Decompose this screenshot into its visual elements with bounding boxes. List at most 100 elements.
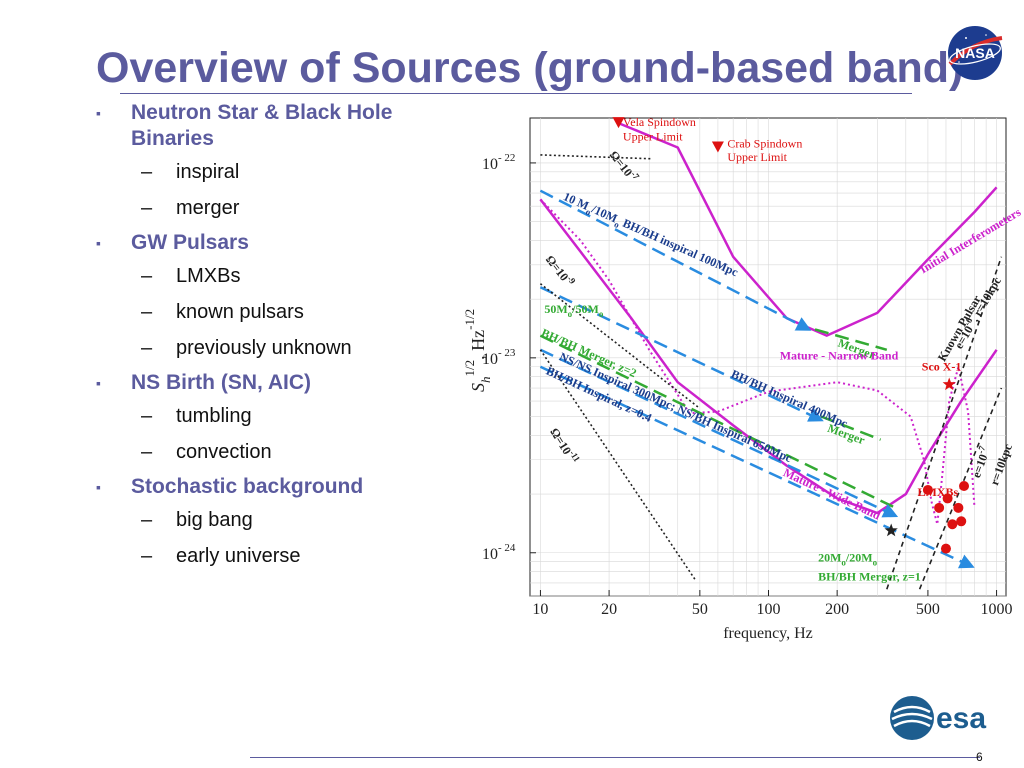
star-marker — [942, 377, 956, 391]
title-divider — [120, 93, 912, 94]
series-line — [540, 154, 653, 160]
chart-annotation: Mature - Narrow Band — [780, 349, 899, 363]
series-line — [539, 349, 697, 582]
chart-annotation: Crab Spindown — [727, 136, 802, 150]
series-line — [820, 415, 882, 441]
series-line — [539, 365, 975, 569]
esa-logo-icon: esa — [890, 696, 986, 740]
sub-item: – early universe — [131, 544, 466, 568]
sub-label: early universe — [176, 545, 301, 567]
bullet-label: Stochastic background — [131, 475, 364, 498]
series-line — [539, 198, 976, 526]
series-line — [618, 121, 998, 337]
lmxb-point — [922, 484, 933, 495]
bullet-label: Neutron Star & Black Hole Binaries — [131, 101, 393, 150]
chart-annotation: Sco X-1 — [922, 360, 962, 374]
sub-marker: – — [141, 265, 153, 287]
bullet-marker: ▪ — [96, 105, 101, 121]
sub-item: – convection — [131, 440, 466, 464]
chart-annotation: LMXBs — [917, 485, 958, 499]
sub-item: – known pulsars — [131, 300, 466, 324]
series-line — [886, 256, 1003, 590]
chart-annotation: Upper Limit — [623, 130, 683, 144]
chart-annotation: Vela Spindown — [623, 115, 696, 129]
bullet-list: ▪ Neutron Star & Black Hole Binaries – in… — [96, 100, 466, 568]
sub-marker: – — [141, 441, 153, 463]
page-number: 6 — [976, 750, 983, 764]
sub-list: – LMXBs – known pulsars – previously unknow… — [131, 264, 466, 360]
sub-item: – inspiral — [131, 160, 466, 184]
sub-item: – big bang — [131, 508, 466, 532]
chart-annotation: 50Mo/50Mo — [544, 302, 604, 319]
sub-marker: – — [141, 509, 153, 531]
sub-marker: – — [141, 161, 153, 183]
lmxb-point — [947, 519, 958, 530]
bullet-item: ▪ GW Pulsars – LMXBs – known pulsars – prev… — [96, 230, 466, 360]
series-line — [539, 334, 896, 509]
esa-logo-text: esa — [936, 702, 986, 735]
star-marker — [884, 523, 898, 537]
bullet-item: ▪ NS Birth (SN, AIC) – tumbling – convecti… — [96, 370, 466, 464]
x-tick-label: 20 — [601, 601, 617, 618]
bullet-item: ▪ Neutron Star & Black Hole Binaries – in… — [96, 100, 466, 220]
sub-item: – merger — [131, 196, 466, 220]
sub-marker: – — [141, 197, 153, 219]
lmxb-point — [934, 502, 945, 513]
y-axis-label: Sh1/2, Hz-1/2 — [462, 309, 493, 392]
sub-list: – tumbling – convection — [131, 404, 466, 464]
bullet-label: NS Birth (SN, AIC) — [131, 371, 312, 394]
chart-annotation: Upper Limit — [727, 150, 787, 164]
sub-marker: – — [141, 301, 153, 323]
bullet-marker: ▪ — [96, 375, 101, 391]
sub-label: big bang — [176, 509, 253, 531]
upper-limit-marker — [612, 117, 625, 129]
bullet-marker: ▪ — [96, 235, 101, 251]
series-group — [539, 121, 1003, 590]
y-tick-label: 10- 22 — [482, 152, 515, 173]
sub-label: previously unknown — [176, 337, 352, 359]
x-tick-label: 500 — [916, 601, 940, 618]
chart-annotation: 20Mo/20Mo — [818, 551, 878, 568]
lmxb-point — [953, 502, 964, 513]
x-tick-label: 50 — [692, 601, 708, 618]
lmxb-point — [956, 516, 967, 527]
lmxb-point — [959, 481, 970, 492]
sub-label: tumbling — [176, 405, 252, 427]
sub-marker: – — [141, 405, 153, 427]
sub-label: merger — [176, 197, 240, 219]
x-tick-label: 1000 — [981, 601, 1013, 618]
bullet-label: GW Pulsars — [131, 231, 249, 254]
bullet-marker: ▪ — [96, 479, 101, 495]
nasa-logo-text: NASA — [955, 45, 995, 61]
series-line — [814, 328, 888, 352]
y-tick-label: 10- 23 — [482, 347, 516, 368]
nasa-logo-icon: NASA — [948, 26, 1003, 80]
sub-label: inspiral — [176, 161, 240, 183]
series-line — [539, 189, 812, 331]
sub-label: known pulsars — [176, 301, 304, 323]
bullet-item: ▪ Stochastic background – big bang – early… — [96, 474, 466, 568]
sub-item: – previously unknown — [131, 336, 466, 360]
x-tick-label: 100 — [756, 601, 780, 618]
series-line — [539, 348, 899, 518]
sub-label: LMXBs — [176, 265, 241, 287]
x-axis-label: frequency, Hz — [723, 625, 813, 642]
x-tick-label: 10 — [532, 601, 548, 618]
footer-divider — [250, 757, 980, 758]
series-line — [539, 286, 824, 422]
y-tick-label: 10- 24 — [482, 542, 516, 563]
chart-annotation: BH/BH Merger, z=1 — [818, 570, 921, 584]
x-tick-label: 200 — [825, 601, 849, 618]
sub-label: convection — [176, 441, 272, 463]
marker-group — [612, 117, 970, 554]
axes: 10 20 50 100 200 500 1000 10- 22 10- 23 10- 24 fre… — [462, 152, 1013, 642]
slide-title: Overview of Sources (ground-based band) — [96, 44, 964, 92]
series-line — [539, 198, 998, 515]
sub-marker: – — [141, 545, 153, 567]
sub-marker: – — [141, 337, 153, 359]
lmxb-point — [942, 493, 953, 504]
sub-list: – big bang – early universe — [131, 508, 466, 568]
sub-item: – tumbling — [131, 404, 466, 428]
sub-item: – LMXBs — [131, 264, 466, 288]
